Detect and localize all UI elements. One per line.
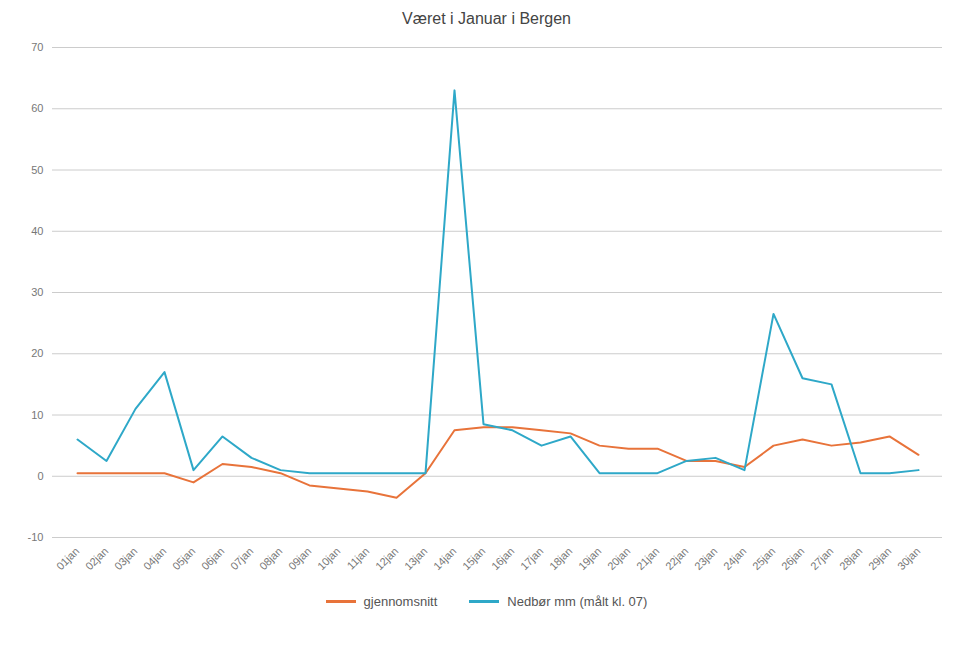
- svg-text:09jan: 09jan: [285, 545, 313, 573]
- svg-text:50: 50: [31, 164, 43, 176]
- svg-text:10: 10: [31, 409, 43, 421]
- svg-text:12jan: 12jan: [372, 545, 400, 573]
- svg-text:70: 70: [31, 41, 43, 53]
- svg-text:29jan: 29jan: [865, 545, 893, 573]
- svg-text:24jan: 24jan: [720, 545, 748, 573]
- svg-text:14jan: 14jan: [430, 545, 458, 573]
- svg-text:27jan: 27jan: [807, 545, 835, 573]
- svg-text:03jan: 03jan: [111, 545, 139, 573]
- svg-text:20: 20: [31, 347, 43, 359]
- svg-text:20jan: 20jan: [604, 545, 632, 573]
- svg-text:10jan: 10jan: [314, 545, 342, 573]
- svg-text:08jan: 08jan: [256, 545, 284, 573]
- svg-text:25jan: 25jan: [749, 545, 777, 573]
- svg-text:16jan: 16jan: [488, 545, 516, 573]
- svg-text:26jan: 26jan: [778, 545, 806, 573]
- svg-text:04jan: 04jan: [140, 545, 168, 573]
- svg-text:30: 30: [31, 286, 43, 298]
- svg-text:07jan: 07jan: [227, 545, 255, 573]
- svg-text:19jan: 19jan: [575, 545, 603, 573]
- svg-text:60: 60: [31, 102, 43, 114]
- svg-text:28jan: 28jan: [836, 545, 864, 573]
- svg-text:06jan: 06jan: [198, 545, 226, 573]
- html-text:Nedbør mm (målt kl. 07): Nedbør mm (målt kl. 07): [507, 594, 648, 609]
- svg-text:05jan: 05jan: [169, 545, 197, 573]
- svg-text:15jan: 15jan: [459, 545, 487, 573]
- html-text:Været i Januar i Bergen: Været i Januar i Bergen: [402, 10, 571, 27]
- svg-text:-10: -10: [27, 531, 43, 543]
- svg-text:17jan: 17jan: [517, 545, 545, 573]
- svg-text:02jan: 02jan: [82, 545, 110, 573]
- svg-text:11jan: 11jan: [344, 545, 371, 572]
- svg-text:18jan: 18jan: [546, 545, 574, 573]
- svg-text:30jan: 30jan: [894, 545, 922, 573]
- svg-text:40: 40: [31, 225, 43, 237]
- svg-text:22jan: 22jan: [662, 545, 690, 573]
- svg-text:23jan: 23jan: [691, 545, 719, 573]
- html-text:gjennomsnitt: gjennomsnitt: [363, 594, 438, 609]
- svg-text:13jan: 13jan: [401, 545, 429, 573]
- svg-text:0: 0: [37, 470, 43, 482]
- svg-text:21jan: 21jan: [633, 545, 661, 573]
- svg-text:01jan: 01jan: [53, 545, 81, 573]
